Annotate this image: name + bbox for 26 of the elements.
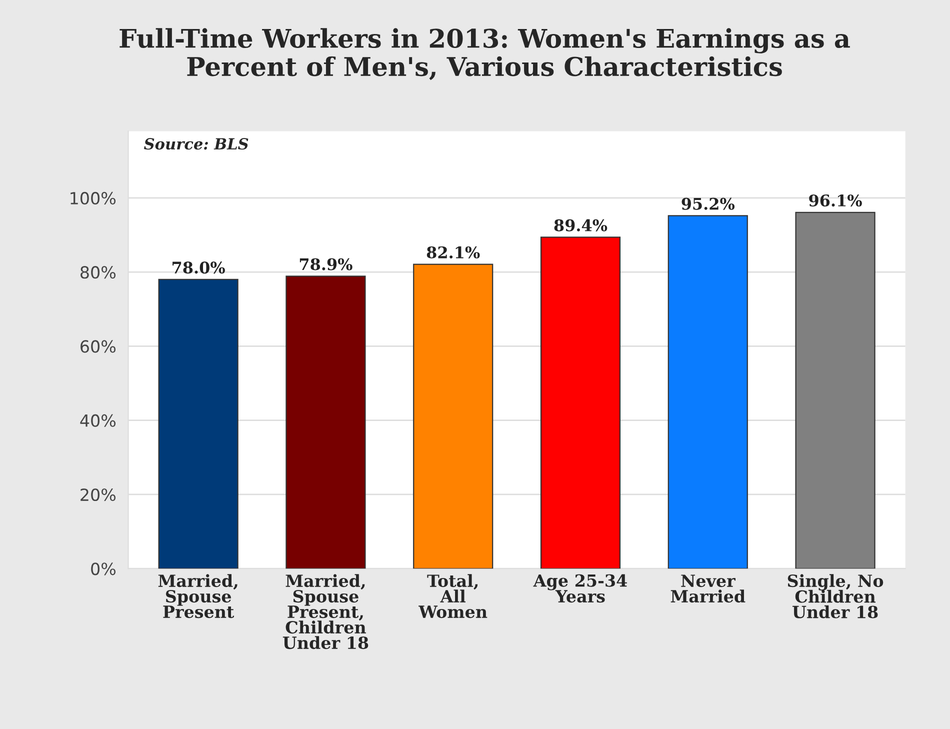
x-tick-label: Married, Spouse Present: [158, 574, 238, 618]
x-tick-label: Age 25-34 Years: [533, 574, 627, 603]
data-label: 82.1%: [426, 246, 480, 258]
x-tick-label: Total, All Women: [418, 574, 488, 618]
data-label: 78.9%: [300, 258, 352, 270]
y-tick-label: 60%: [80, 340, 116, 353]
x-tick-label: Never Married: [670, 574, 746, 603]
x-tick-label: Single, No Children Under 18: [788, 574, 884, 618]
bar: [158, 278, 238, 569]
bar: [413, 264, 494, 569]
y-tick-label: 0%: [91, 562, 116, 576]
data-label: 96.1%: [809, 194, 862, 207]
chart-title: Full-Time Workers in 2013: Women's Earnings as a Percent of Men's, Various Characteristics: [120, 28, 850, 80]
data-label: 89.4%: [554, 219, 608, 232]
data-label: 78.0%: [172, 262, 225, 274]
y-tick-label: 40%: [80, 414, 116, 427]
annotation: Source: BLS: [144, 138, 248, 150]
bar: [286, 276, 366, 569]
y-tick-label: 100%: [70, 192, 116, 205]
y-tick-label: 80%: [80, 266, 116, 279]
bar: [540, 236, 621, 569]
data-label: 95.2%: [682, 198, 735, 210]
bar: [795, 212, 876, 569]
y-tick-label: 20%: [80, 488, 116, 502]
bar: [668, 215, 748, 569]
x-tick-label: Married, Spouse Present, Children Under 18: [282, 574, 368, 650]
